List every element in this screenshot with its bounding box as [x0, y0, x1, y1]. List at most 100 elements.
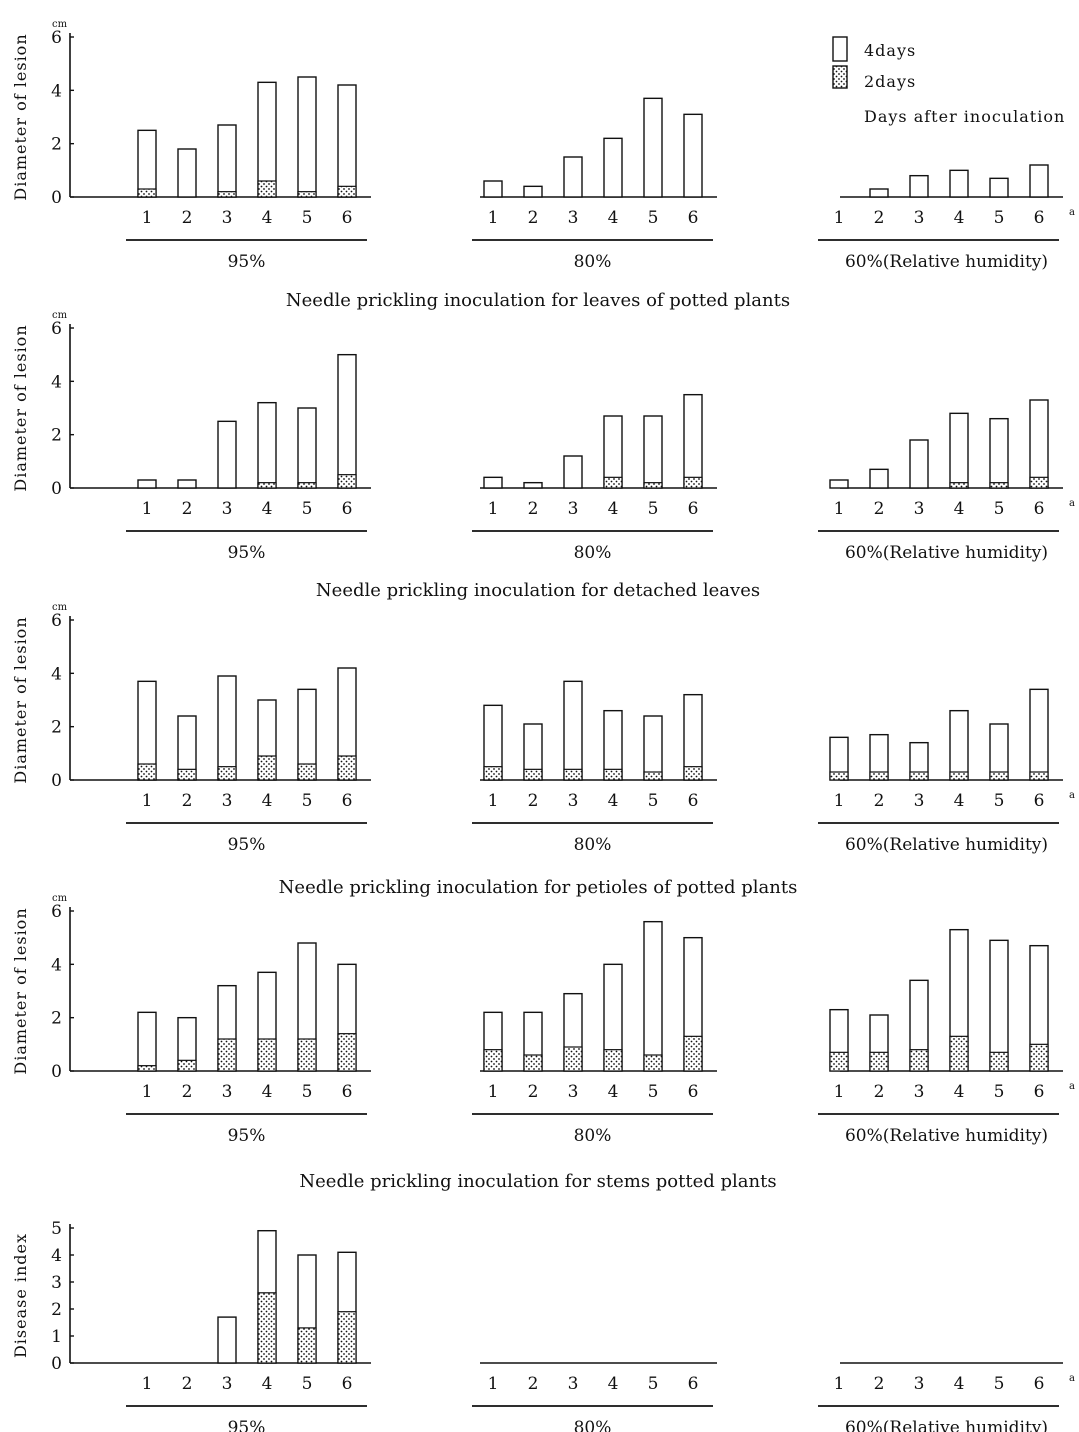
- group-label: 95%: [228, 543, 266, 563]
- bar-2days: [643, 1054, 663, 1072]
- y-tick-label: 0: [51, 479, 62, 499]
- x-tick-label: 6: [688, 208, 699, 228]
- y-tick-label: 6: [51, 611, 62, 631]
- bar-4days: [949, 169, 969, 198]
- y-tick-label: 4: [51, 1246, 62, 1266]
- x-tick-label: 1: [488, 1082, 499, 1102]
- bar-2days: [483, 766, 503, 781]
- panel-title: Needle prickling inoculation for stems p…: [299, 1171, 776, 1192]
- x-tick-label: 6: [1034, 1082, 1045, 1102]
- x-tick-label: 3: [568, 208, 579, 228]
- x-tick-label: 4: [954, 791, 965, 811]
- bar-4days: [989, 417, 1009, 489]
- bar-2days: [603, 1049, 623, 1072]
- x-tick-label: 5: [994, 1082, 1005, 1102]
- bar-4days: [1029, 399, 1049, 489]
- bar-2days: [137, 763, 157, 781]
- bar-4days: [337, 84, 357, 198]
- bar-4days: [177, 148, 197, 198]
- group-label: 60%(Relative humidity): [845, 1418, 1048, 1432]
- group-label: 60%(Relative humidity): [845, 1126, 1048, 1146]
- x-tick-label: 2: [528, 1374, 539, 1394]
- x-tick-label: 5: [648, 499, 659, 519]
- bar-2days: [217, 766, 237, 781]
- x-tick-label: 5: [302, 1082, 313, 1102]
- x-tick-label: 4: [954, 1082, 965, 1102]
- group-label: 95%: [228, 835, 266, 855]
- x-tick-label: 5: [302, 1374, 313, 1394]
- y-unit-label: cm: [52, 310, 68, 321]
- bar-2days: [949, 482, 969, 489]
- x-tick-label: 1: [834, 208, 845, 228]
- x-tick-label: 3: [222, 1374, 233, 1394]
- group-label: 80%: [574, 835, 612, 855]
- x-tick-label: 5: [648, 1374, 659, 1394]
- group-2: 1 2 3 4 5 6 80%: [472, 97, 717, 272]
- bar-2days: [217, 191, 237, 198]
- x-tick-label: 6: [1034, 208, 1045, 228]
- group-3: 1 2 3 4 5 6 a 60%(Relative humidity): [818, 1362, 1075, 1432]
- x-tick-label: 4: [954, 1374, 965, 1394]
- x-tick-label: 1: [142, 791, 153, 811]
- x-tick-label: 1: [488, 791, 499, 811]
- x-tick-label: 1: [142, 1082, 153, 1102]
- group-3: 1 2 3 4 5 6 a 60%(Relative humidity): [818, 928, 1075, 1146]
- bar-2days: [909, 1049, 929, 1072]
- x-tick-label: 4: [954, 499, 965, 519]
- bar-2days: [563, 768, 583, 781]
- y-unit-label: cm: [52, 19, 68, 30]
- group-label: 80%: [574, 543, 612, 563]
- bar-2days: [483, 1049, 503, 1072]
- x-tick-label: 1: [834, 1374, 845, 1394]
- x-tick-label: 3: [914, 791, 925, 811]
- x-tick-label: 3: [222, 791, 233, 811]
- x-tick-label: 4: [262, 1374, 273, 1394]
- group-label: 80%: [574, 1418, 612, 1432]
- bar-4days: [563, 455, 583, 489]
- bar-4days: [829, 479, 849, 489]
- bar-4days: [137, 1011, 157, 1072]
- bar-2days: [989, 771, 1009, 781]
- bar-2days: [257, 755, 277, 781]
- bar-4days: [643, 97, 663, 198]
- bar-2days: [297, 1038, 317, 1072]
- x-tick-label: 3: [222, 499, 233, 519]
- x-tick-label: 1: [142, 208, 153, 228]
- bar-2days: [137, 1065, 157, 1072]
- x-tick-label: 5: [302, 499, 313, 519]
- bar-2days: [829, 1051, 849, 1072]
- y-tick-label: 6: [51, 902, 62, 922]
- x-tick-label: 1: [142, 499, 153, 519]
- x-tick-label: 6: [1034, 499, 1045, 519]
- bar-4days: [257, 81, 277, 198]
- x-tick-label: 2: [528, 1082, 539, 1102]
- x-tick-label: 3: [222, 208, 233, 228]
- panel-title: Needle prickling inoculation for leaves …: [286, 290, 790, 311]
- y-tick-label: 5: [51, 1219, 62, 1239]
- group-label: 95%: [228, 1126, 266, 1146]
- group-1: 1 2 3 4 5 6 95%: [70, 1229, 371, 1432]
- x-tick-label: 5: [648, 791, 659, 811]
- bar-2days: [603, 768, 623, 781]
- bar-4days: [869, 468, 889, 489]
- group-3: 1 2 3 4 5 6 a 60%(Relative humidity): [818, 164, 1075, 272]
- x-tick-label: 5: [302, 208, 313, 228]
- bar-2days: [683, 766, 703, 781]
- y-tick-label: 6: [51, 28, 62, 48]
- group-label: 80%: [574, 1126, 612, 1146]
- bar-4days: [603, 137, 623, 198]
- x-tick-label: 6: [1034, 1374, 1045, 1394]
- bar-4days: [137, 129, 157, 198]
- y-tick-label: 0: [51, 1354, 62, 1374]
- bar-4days: [989, 177, 1009, 198]
- x-tail-label: a: [1069, 498, 1075, 509]
- group-1: 1 2 3 4 5 6 95%: [70, 667, 371, 855]
- bar-2days: [337, 755, 357, 781]
- y-tick-label: 4: [51, 372, 62, 392]
- x-tick-label: 2: [874, 499, 885, 519]
